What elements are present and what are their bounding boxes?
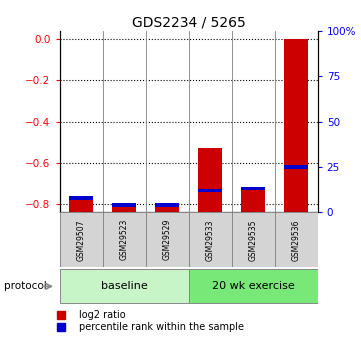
Bar: [284, 39, 308, 212]
Bar: [232, 212, 275, 267]
Bar: [60, 212, 103, 267]
Bar: [284, 165, 308, 169]
Bar: [241, 187, 265, 190]
Text: GSM29507: GSM29507: [77, 219, 86, 260]
Bar: [241, 187, 265, 212]
Bar: [198, 189, 222, 192]
Bar: [112, 203, 136, 207]
Text: GSM29535: GSM29535: [249, 219, 258, 260]
Bar: [198, 148, 222, 212]
Text: GSM29523: GSM29523: [119, 219, 129, 260]
Bar: [188, 269, 318, 304]
Text: GSM29536: GSM29536: [292, 219, 301, 260]
Bar: [188, 212, 232, 267]
Bar: [155, 207, 179, 212]
Bar: [69, 196, 93, 199]
Bar: [60, 269, 188, 304]
Bar: [145, 212, 188, 267]
Text: GSM29533: GSM29533: [206, 219, 215, 260]
Bar: [155, 203, 179, 207]
Text: log2 ratio: log2 ratio: [79, 310, 126, 320]
Text: baseline: baseline: [101, 282, 148, 291]
Text: percentile rank within the sample: percentile rank within the sample: [79, 322, 244, 332]
Bar: [69, 196, 93, 212]
Bar: [103, 212, 145, 267]
Title: GDS2234 / 5265: GDS2234 / 5265: [132, 16, 245, 30]
Text: 20 wk exercise: 20 wk exercise: [212, 282, 295, 291]
Text: GSM29529: GSM29529: [162, 219, 171, 260]
Bar: [275, 212, 318, 267]
Text: protocol: protocol: [4, 282, 46, 291]
Bar: [112, 207, 136, 212]
